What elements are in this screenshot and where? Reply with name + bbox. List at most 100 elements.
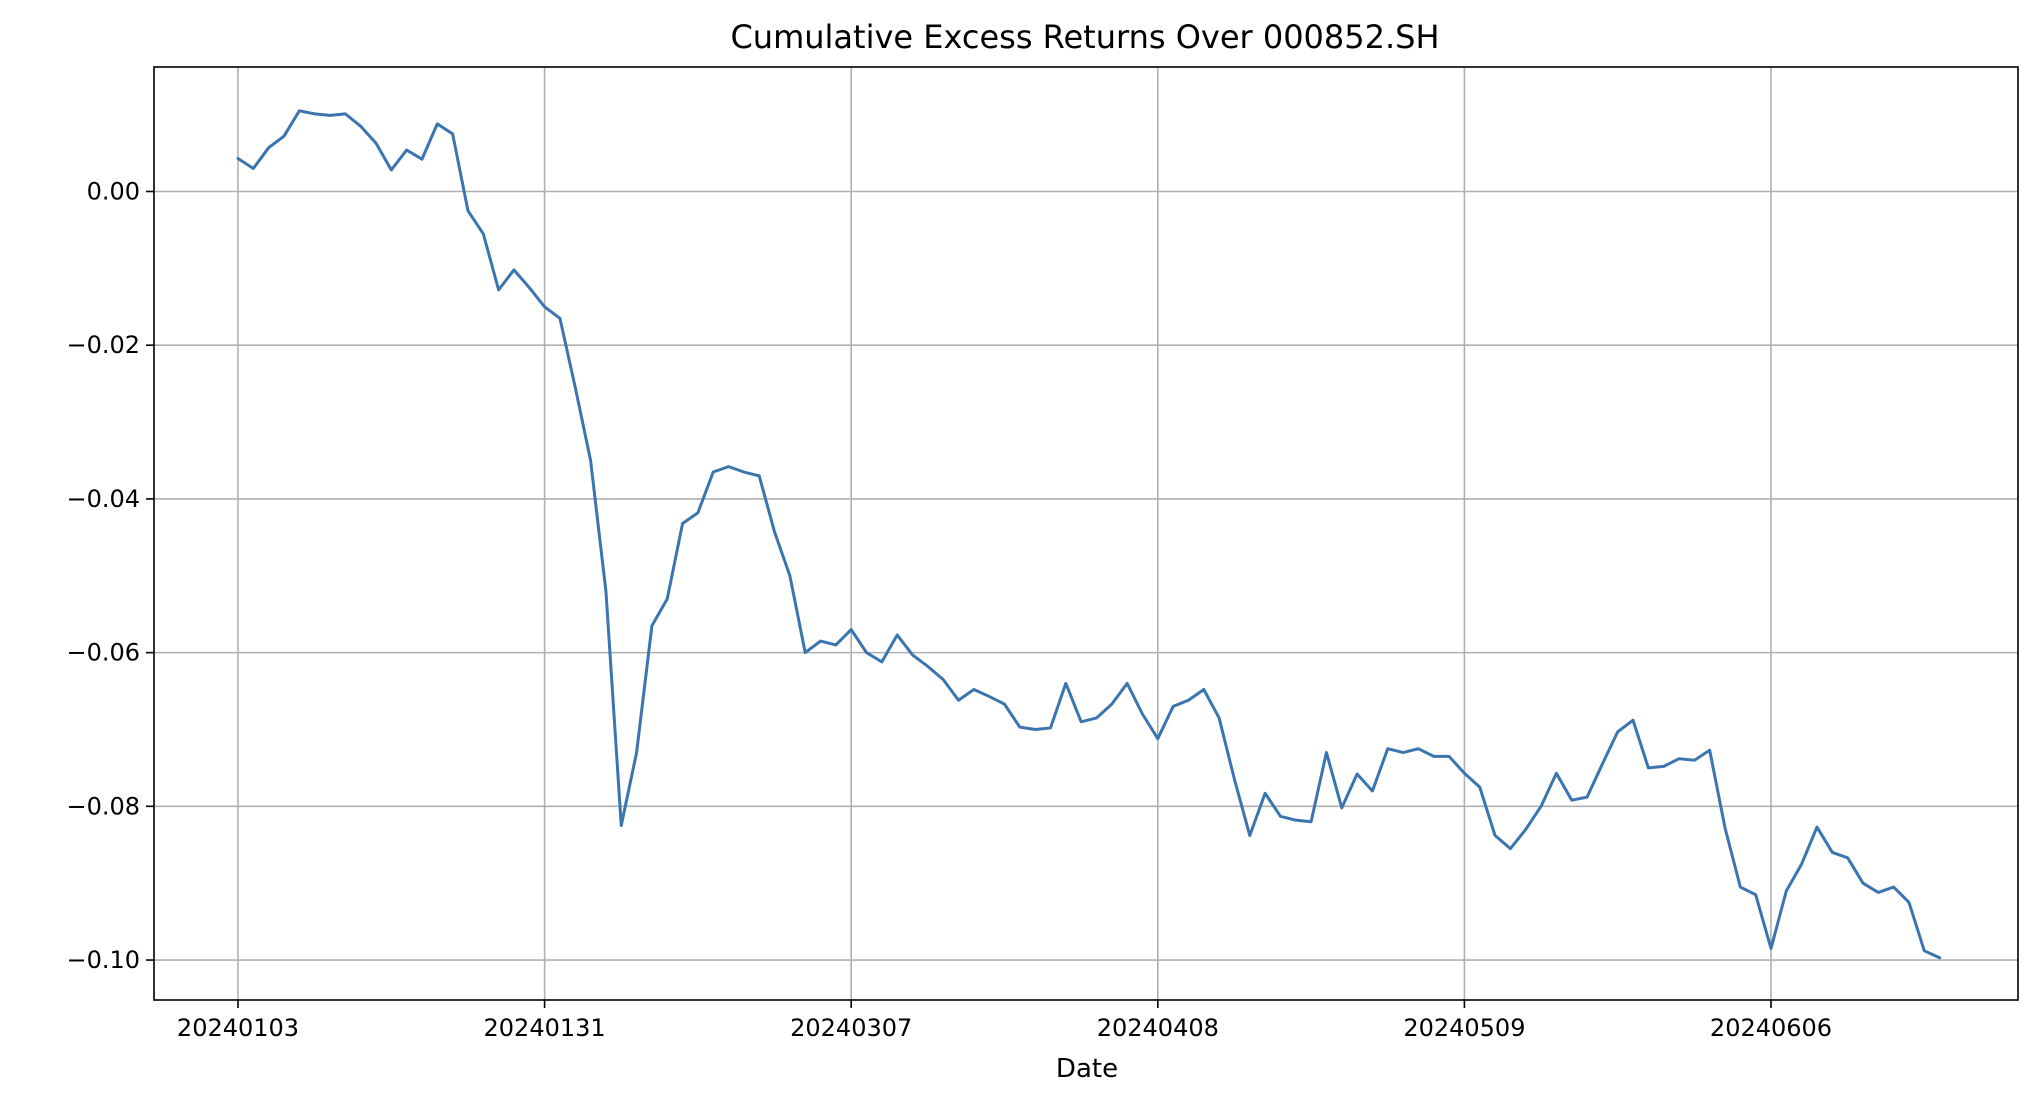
data-point — [865, 651, 868, 654]
data-point — [1310, 820, 1313, 823]
data-point — [1264, 792, 1267, 795]
data-point — [1233, 778, 1236, 781]
data-point — [1034, 728, 1037, 731]
x-axis-label: Date — [1056, 1054, 1118, 1084]
x-tick-label: 20240131 — [484, 1014, 606, 1042]
data-point — [467, 209, 470, 212]
x-tick-label: 20240509 — [1403, 1014, 1525, 1042]
data-point — [1325, 751, 1328, 754]
y-tick-label: −0.10 — [66, 946, 140, 974]
data-point — [1218, 717, 1221, 720]
data-point — [850, 628, 853, 631]
data-point — [1080, 720, 1083, 723]
data-point — [972, 688, 975, 691]
data-point — [574, 386, 577, 389]
data-point — [313, 112, 316, 115]
grid-layer — [154, 67, 2018, 1000]
data-point — [1463, 772, 1466, 775]
data-point — [911, 654, 914, 657]
data-point — [804, 651, 807, 654]
plot-frame — [153, 66, 2019, 1001]
y-tick-label: −0.02 — [66, 331, 140, 359]
data-point — [635, 751, 638, 754]
data-point — [1754, 893, 1757, 896]
data-point — [1846, 856, 1849, 859]
y-tick-label: −0.04 — [66, 485, 140, 513]
data-point — [1816, 826, 1819, 829]
data-point — [880, 660, 883, 663]
data-point — [451, 132, 454, 135]
data-point — [1110, 703, 1113, 706]
data-point — [712, 471, 715, 474]
x-tick-label: 20240103 — [177, 1014, 299, 1042]
data-point — [543, 305, 546, 308]
x-tick-label: 20240307 — [790, 1014, 912, 1042]
data-point — [589, 459, 592, 462]
data-point — [1126, 682, 1129, 685]
y-tick-label: 0.00 — [87, 178, 140, 206]
data-point — [1540, 805, 1543, 808]
y-tick-label: −0.06 — [66, 639, 140, 667]
data-point — [1524, 828, 1527, 831]
series-layer — [236, 109, 1942, 960]
data-point — [1678, 757, 1681, 760]
data-point — [1417, 747, 1420, 750]
data-point — [497, 288, 500, 291]
data-point — [1800, 863, 1803, 866]
data-point — [1386, 747, 1389, 750]
series-line — [236, 109, 1942, 960]
data-point — [773, 531, 776, 534]
data-point — [1632, 719, 1635, 722]
data-point — [1509, 847, 1512, 850]
data-point — [1785, 889, 1788, 892]
data-point — [1708, 749, 1711, 752]
data-point — [819, 640, 822, 643]
y-axis: 0.00 −0.02 −0.04 −0.06 −0.08 −0.10 — [66, 178, 154, 974]
data-point — [988, 695, 991, 698]
data-point — [436, 122, 439, 125]
data-point — [513, 268, 516, 271]
data-point — [957, 699, 960, 702]
data-point — [1448, 755, 1451, 758]
data-point — [359, 125, 362, 128]
data-point — [1156, 737, 1159, 740]
data-point — [896, 634, 899, 637]
data-point — [1187, 699, 1190, 702]
data-point — [1494, 834, 1497, 837]
data-point — [620, 824, 623, 827]
data-point — [1908, 901, 1911, 904]
data-point — [1586, 796, 1589, 799]
data-point — [1141, 713, 1144, 716]
x-axis: 20240103 20240131 20240307 20240408 20240509… — [177, 1000, 1832, 1042]
data-point — [834, 644, 837, 647]
data-point — [727, 465, 730, 468]
data-point — [1662, 765, 1665, 768]
data-point — [344, 112, 347, 115]
data-point — [1003, 703, 1006, 706]
data-point — [482, 232, 485, 235]
data-point — [1938, 956, 1941, 959]
data-point — [697, 511, 700, 514]
data-point — [1172, 705, 1175, 708]
data-point — [1402, 751, 1405, 754]
data-point — [1049, 727, 1052, 730]
data-point — [1356, 773, 1359, 776]
data-point — [1555, 772, 1558, 775]
data-point — [329, 114, 332, 117]
data-point — [1570, 799, 1573, 802]
data-point — [237, 157, 240, 160]
data-point — [1724, 826, 1727, 829]
data-point — [390, 169, 393, 172]
data-point — [666, 597, 669, 600]
data-point — [788, 574, 791, 577]
data-point — [1095, 717, 1098, 720]
data-point — [1064, 682, 1067, 685]
data-point — [1018, 726, 1021, 729]
data-point — [283, 135, 286, 138]
data-point — [252, 167, 255, 170]
data-point — [1892, 886, 1895, 889]
data-point — [1478, 786, 1481, 789]
y-tick-label: −0.08 — [66, 792, 140, 820]
